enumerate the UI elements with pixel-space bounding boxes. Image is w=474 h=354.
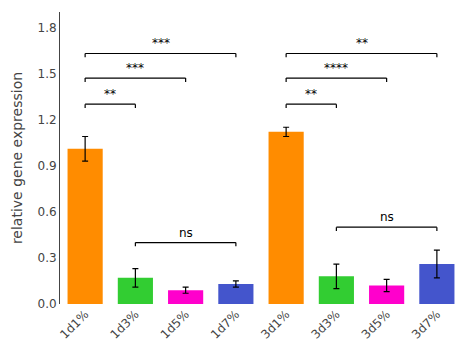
svg-text:3d3%: 3d3% bbox=[309, 307, 343, 341]
svg-text:0.9: 0.9 bbox=[38, 159, 57, 173]
svg-text:**: ** bbox=[104, 87, 116, 101]
svg-text:1d1%: 1d1% bbox=[57, 307, 91, 341]
svg-text:0.6: 0.6 bbox=[38, 205, 57, 219]
svg-text:3d5%: 3d5% bbox=[359, 307, 393, 341]
svg-text:1d5%: 1d5% bbox=[158, 307, 192, 341]
svg-text:ns: ns bbox=[179, 226, 193, 240]
svg-text:***: *** bbox=[126, 61, 144, 75]
svg-text:0.0: 0.0 bbox=[38, 297, 57, 311]
svg-text:1.8: 1.8 bbox=[38, 21, 57, 35]
svg-text:1.5: 1.5 bbox=[38, 67, 57, 81]
svg-text:1.2: 1.2 bbox=[38, 113, 57, 127]
svg-text:1d3%: 1d3% bbox=[108, 307, 142, 341]
svg-text:****: **** bbox=[324, 61, 348, 75]
svg-text:relative gene expression: relative gene expression bbox=[9, 72, 25, 244]
svg-text:**: ** bbox=[356, 36, 368, 50]
svg-text:***: *** bbox=[152, 36, 170, 50]
svg-text:ns: ns bbox=[380, 210, 394, 224]
svg-text:3d7%: 3d7% bbox=[409, 307, 443, 341]
svg-text:1d7%: 1d7% bbox=[208, 307, 242, 341]
svg-text:**: ** bbox=[305, 87, 317, 101]
svg-text:3d1%: 3d1% bbox=[258, 307, 292, 341]
svg-text:0.3: 0.3 bbox=[38, 251, 57, 265]
